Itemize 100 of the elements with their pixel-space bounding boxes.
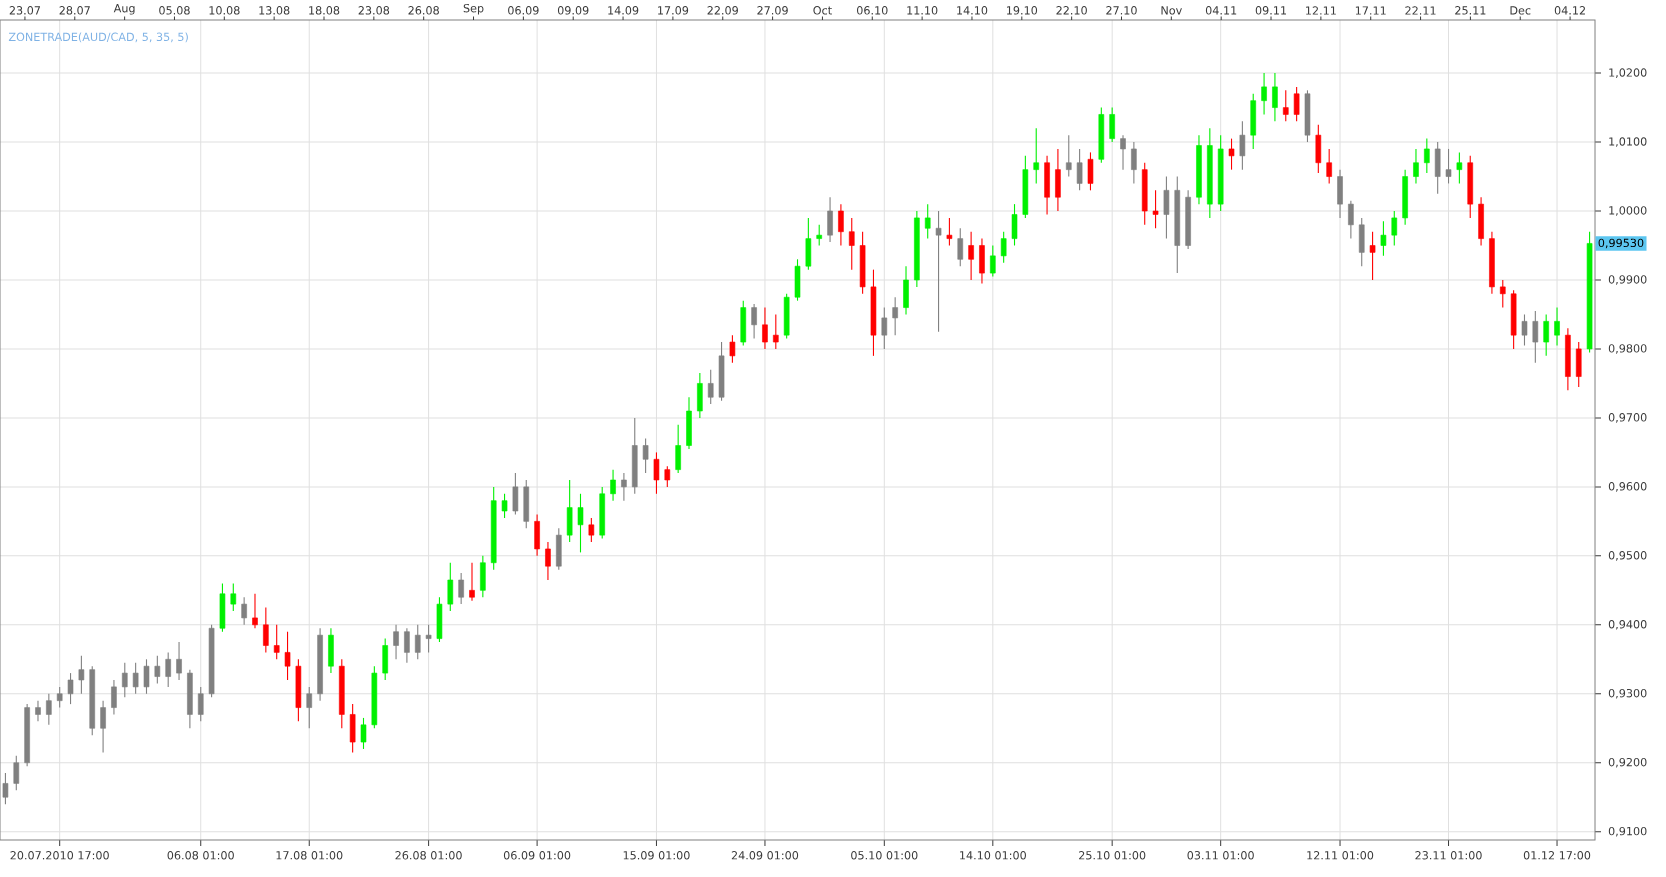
y-tick-label: 0,9800 bbox=[1608, 344, 1647, 354]
y-tick-label: 0,9400 bbox=[1608, 620, 1647, 630]
text: 19.10 bbox=[1007, 6, 1038, 15]
candlestick bbox=[1152, 189, 1159, 229]
candlestick bbox=[924, 203, 931, 240]
text: 13.08 bbox=[259, 6, 290, 15]
candlestick bbox=[121, 662, 128, 698]
candlestick bbox=[306, 686, 313, 729]
candlestick bbox=[35, 700, 41, 722]
candlestick bbox=[46, 693, 52, 726]
candlestick bbox=[132, 662, 139, 695]
text: 27.10 bbox=[1106, 6, 1137, 15]
text: 25.11 bbox=[1455, 6, 1486, 15]
text: 22.11 bbox=[1405, 6, 1436, 15]
text: 0,99530 bbox=[1598, 238, 1644, 249]
candlestick bbox=[425, 624, 432, 653]
candlestick bbox=[263, 607, 269, 653]
candlestick bbox=[968, 231, 974, 281]
text: Sep bbox=[463, 3, 484, 15]
candlestick bbox=[892, 296, 898, 336]
candlestick bbox=[1554, 307, 1560, 347]
candlestick bbox=[1000, 231, 1007, 264]
candlestick bbox=[469, 562, 475, 602]
text: Oct bbox=[813, 6, 832, 15]
text: 26.08 bbox=[408, 6, 439, 15]
candlestick bbox=[67, 672, 74, 705]
candlestick bbox=[1065, 134, 1072, 178]
candlestick bbox=[751, 303, 757, 340]
text: ZONETRADE(AUD/CAD, 5, 35, 5) bbox=[8, 32, 188, 43]
text: 23.08 bbox=[358, 6, 390, 15]
candlestick bbox=[1228, 138, 1235, 171]
candlestick bbox=[360, 717, 367, 750]
y-tick-label: 0,9900 bbox=[1608, 275, 1647, 285]
candlestick bbox=[197, 686, 204, 722]
text: 17.09 bbox=[658, 6, 689, 15]
candlestick bbox=[957, 227, 964, 267]
candlestick bbox=[1076, 148, 1083, 191]
candlestick bbox=[1456, 151, 1463, 184]
y-tick-label: 0,9300 bbox=[1608, 688, 1647, 699]
x-tick-label: 24.09 01:00 bbox=[731, 851, 799, 860]
candlestick bbox=[1521, 313, 1528, 347]
text: 06.10 bbox=[857, 6, 888, 15]
text: 06.09 bbox=[508, 6, 539, 15]
text: 05.08 bbox=[159, 6, 190, 15]
x-tick-label: 17.08 01:00 bbox=[276, 851, 343, 860]
text: 11.10 bbox=[907, 6, 938, 15]
candlestick bbox=[653, 451, 660, 495]
y-tick-label: 0,9600 bbox=[1608, 482, 1647, 492]
candlestick bbox=[241, 596, 247, 626]
candlestick bbox=[143, 658, 150, 695]
candlestick bbox=[816, 224, 823, 247]
text: 18.08 bbox=[309, 6, 340, 15]
text: 22.10 bbox=[1056, 6, 1087, 15]
x-tick-label: 01.12 17:00 bbox=[1523, 851, 1591, 860]
candlestick bbox=[1391, 210, 1398, 247]
candlestick bbox=[252, 593, 258, 629]
candlestick bbox=[56, 686, 63, 709]
x-tick-label: 25.10 01:00 bbox=[1079, 851, 1146, 860]
candlestick bbox=[621, 472, 627, 502]
x-tick-label: 03.11 01:00 bbox=[1187, 851, 1254, 860]
text: 10.08 bbox=[209, 6, 240, 15]
x-tick-label: 06.08 01:00 bbox=[167, 851, 234, 860]
x-tick-label: 14.10 01:00 bbox=[960, 851, 1026, 860]
candlestick bbox=[414, 624, 421, 660]
text: 12.11 bbox=[1306, 6, 1336, 15]
candlestick bbox=[1326, 148, 1332, 184]
y-tick-label: 1,0200 bbox=[1609, 68, 1647, 78]
x-tick-label: 20.07.2010 17:00 bbox=[10, 851, 109, 860]
candlestick bbox=[1424, 138, 1430, 174]
candlestick bbox=[773, 313, 779, 350]
candlestick bbox=[1413, 148, 1419, 184]
candlestick bbox=[577, 493, 584, 553]
candlestick bbox=[935, 210, 942, 333]
candlestick bbox=[404, 627, 410, 664]
x-tick-label: 26.08 01:00 bbox=[395, 851, 462, 860]
x-tick-label: 12.11 01:00 bbox=[1307, 851, 1374, 860]
x-tick-label: 06.09 01:00 bbox=[503, 851, 571, 860]
candlestick bbox=[111, 679, 117, 716]
text: 09.09 bbox=[557, 6, 589, 15]
y-tick-label: 0,9200 bbox=[1608, 757, 1647, 768]
candlestick bbox=[642, 438, 649, 474]
candlestick bbox=[729, 334, 736, 364]
candlestick bbox=[154, 655, 161, 684]
text: 14.09 bbox=[608, 6, 639, 15]
candlestick bbox=[1282, 89, 1289, 122]
candlestick bbox=[1543, 313, 1549, 357]
text: 04.12 bbox=[1554, 6, 1585, 15]
candlestick bbox=[393, 624, 399, 660]
candlestick bbox=[1532, 310, 1539, 364]
y-tick-label: 1,0000 bbox=[1609, 206, 1647, 216]
candlestick bbox=[881, 307, 888, 350]
candlestick bbox=[1239, 120, 1246, 171]
x-tick-label: 15.09 01:00 bbox=[623, 851, 690, 860]
candlestick bbox=[1272, 72, 1278, 122]
candlestick bbox=[1120, 134, 1126, 171]
x-tick-label: 05.10 01:00 bbox=[851, 851, 918, 860]
text: 09.11 bbox=[1255, 6, 1287, 15]
candlestick bbox=[545, 541, 551, 581]
candlestick bbox=[848, 217, 855, 271]
text: 27.09 bbox=[757, 6, 788, 15]
